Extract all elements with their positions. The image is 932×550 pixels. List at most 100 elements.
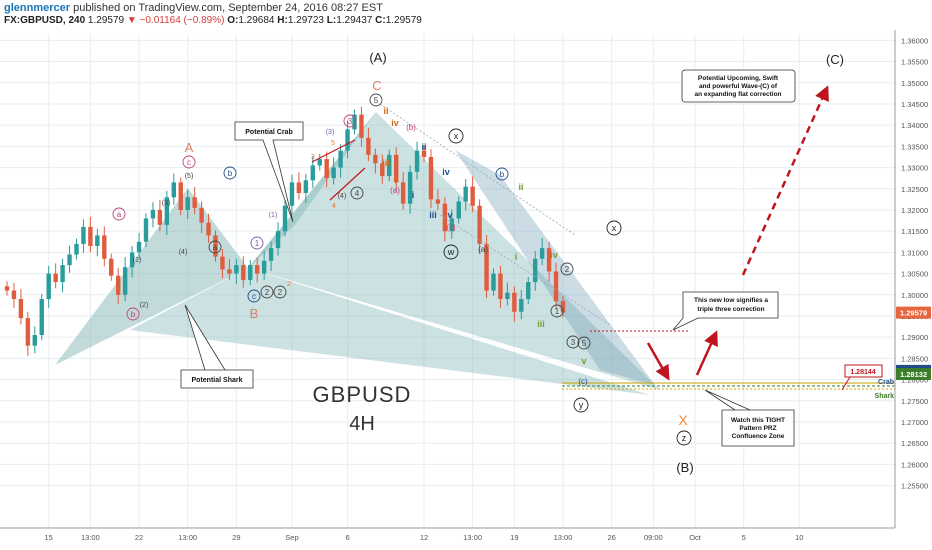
candle-body [248, 265, 253, 280]
candle-body [275, 231, 281, 249]
label-p1-mid: (1) [269, 212, 278, 219]
shark-pattern-left [55, 188, 248, 365]
candle-body [81, 226, 86, 244]
candle-body [442, 203, 448, 232]
callout-crab-text: Potential Crab [245, 129, 292, 136]
label-ii-green: ii [518, 182, 523, 192]
candle-body [553, 271, 559, 302]
label-1-grey: 1 [555, 307, 560, 316]
candle-body [289, 182, 295, 206]
candle-body [255, 265, 260, 274]
y-tick-label: 1.25500 [901, 482, 928, 491]
high-label: H: [277, 15, 288, 26]
chart-header: glennmercer published on TradingView.com… [0, 0, 932, 28]
label-4-grey: 4 [355, 189, 360, 198]
harmonic-patterns [55, 112, 660, 395]
label-c-blue: c [252, 292, 256, 301]
close-value: 1.29579 [385, 15, 422, 26]
callout-new-low-line2: triple three correction [697, 306, 764, 313]
x-tick-label: 09:00 [644, 533, 663, 542]
candle-body [116, 275, 121, 295]
x-tick-label: 6 [345, 533, 349, 542]
candle-body [352, 114, 357, 130]
crab-channel [455, 150, 655, 385]
x-tick-label: 19 [510, 533, 518, 542]
label-b-pink: b [131, 310, 136, 319]
close-label: C: [375, 15, 386, 26]
price-tag-label-green: 1.28132 [900, 370, 927, 379]
level-label-shark: Shark [875, 393, 895, 400]
wave-label-C: C [372, 78, 381, 93]
callout-new-low-line1: This new low signifies a [694, 297, 768, 304]
candle-body [122, 267, 128, 295]
candle-body [400, 182, 406, 204]
candle-body [407, 171, 413, 204]
open-value: 1.29684 [238, 15, 275, 26]
y-tick-label: 1.33500 [901, 142, 928, 151]
last-price: 1.29579 [87, 15, 125, 26]
candle-body [136, 241, 142, 253]
label-iii-blue: iii [429, 210, 437, 220]
y-tick-label: 1.33000 [901, 164, 928, 173]
author-link[interactable]: glennmercer [4, 2, 71, 14]
label-b-blue: b [228, 169, 233, 178]
axes: 1.36000 1.35500 1.35000 1.34500 1.34000 1.335… [0, 30, 932, 550]
candle-body [95, 235, 100, 247]
label-3-pink: 3 [348, 117, 353, 126]
x-tick-label: 15 [45, 533, 53, 542]
zigzag-arrow-up [695, 330, 718, 376]
label-c-pink: c [187, 158, 191, 167]
candle-body [227, 269, 232, 274]
candle-body [477, 205, 482, 244]
price-change: ▼ −0.01164 (−0.89%) [126, 15, 225, 26]
crab-trendline-upper [311, 139, 356, 163]
publish-info: published on TradingView.com, September … [73, 2, 383, 14]
candle-body [345, 129, 350, 151]
candle-body [414, 150, 420, 172]
candle-body [60, 265, 65, 283]
candle-body [157, 209, 163, 225]
wave-c-projection-arrow [741, 85, 829, 276]
wave-label-A: A [185, 140, 194, 155]
circled-labels: a b c b a 1 c 2 2 3 5 4 x w b 2 1 3 5 x … [112, 93, 692, 446]
candle-body [512, 292, 517, 312]
callout-prz-line3: Confluence Zone [732, 433, 785, 440]
wave-label-B-big: (B) [676, 460, 693, 475]
candle-body [164, 197, 170, 225]
label-1-purple: 1 [255, 239, 260, 248]
label-p1-left: (1) [133, 257, 142, 264]
candle-body [67, 254, 72, 266]
y-tick-label: 1.26000 [901, 460, 928, 469]
x-tick-label: 5 [742, 533, 746, 542]
label-p5-left: (5) [185, 173, 194, 180]
candle-body [359, 114, 364, 138]
callout-prz-line1: Watch this TIGHT [731, 417, 785, 424]
candle-body [74, 243, 79, 255]
y-tick-label: 1.34000 [901, 121, 928, 130]
candle-body [53, 273, 58, 283]
y-tick-label: 1.31500 [901, 227, 928, 236]
y-tick-label: 1.31000 [901, 248, 928, 257]
candle-body [470, 186, 475, 206]
candle-body [428, 156, 434, 200]
candle-body [241, 265, 246, 280]
wave-label-A-big: (A) [369, 50, 386, 65]
candle-body [394, 154, 399, 183]
label-x-right: x [612, 223, 617, 233]
chart-title: GBPUSD [313, 382, 412, 407]
symbol-label: FX:GBPUSD, 240 [4, 15, 86, 26]
callout-prz: Watch this TIGHT Pattern PRZ Confluence … [704, 389, 795, 447]
zigzag-arrow-down [646, 342, 670, 381]
label-iv-blue: iv [442, 167, 450, 177]
candle-body [32, 335, 37, 346]
candle-body [539, 248, 545, 259]
candle-body [449, 218, 454, 232]
chart-subtitle: 4H [349, 413, 375, 435]
x-tick-label: 26 [607, 533, 615, 542]
label-i-green: i [515, 252, 518, 262]
candle-body [505, 292, 510, 300]
label-w: w [447, 247, 455, 257]
callout-wave-c-line3: an expanding flat correction [694, 91, 781, 98]
callout-potential-crab: Potential Crab [234, 121, 304, 223]
